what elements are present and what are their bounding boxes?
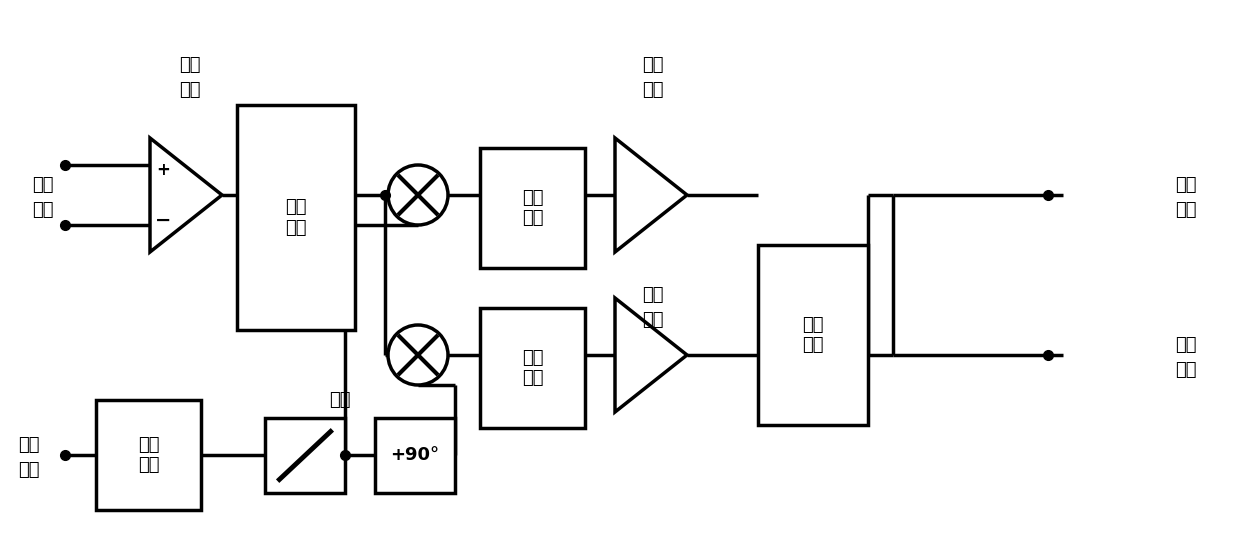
Text: 参考: 参考 [19, 436, 40, 454]
Text: 低通
滤波: 低通 滤波 [522, 348, 543, 388]
Text: 低通
滤波: 低通 滤波 [522, 189, 543, 227]
Text: 信号: 信号 [32, 176, 53, 194]
Polygon shape [615, 138, 686, 252]
Text: 相移: 相移 [330, 391, 351, 409]
Text: +: + [156, 161, 170, 179]
Text: 参考
发生: 参考 发生 [138, 436, 160, 474]
Bar [265, 418, 344, 493]
Bar [479, 148, 585, 268]
Bar [237, 105, 356, 330]
Text: +90°: +90° [390, 446, 440, 464]
Text: 输入: 输入 [32, 201, 53, 219]
Text: 输入: 输入 [19, 461, 40, 479]
Text: 输出: 输出 [642, 286, 664, 304]
Text: 相位: 相位 [1175, 336, 1197, 354]
Text: 运算
电路: 运算 电路 [802, 316, 824, 354]
Bar [479, 308, 585, 428]
Text: 幅值: 幅值 [1175, 176, 1197, 194]
Text: 输出: 输出 [1175, 361, 1197, 379]
Text: 放大: 放大 [642, 81, 664, 99]
Text: 放大: 放大 [180, 81, 201, 99]
Text: 输出: 输出 [642, 56, 664, 74]
Polygon shape [615, 298, 686, 412]
Text: 滤波
器组: 滤波 器组 [285, 198, 307, 237]
Circle shape [388, 325, 449, 385]
Bar [758, 245, 869, 425]
Bar [95, 400, 201, 510]
Text: −: − [155, 211, 171, 230]
Text: 输入: 输入 [180, 56, 201, 74]
Text: 放大: 放大 [642, 311, 664, 329]
Polygon shape [150, 138, 222, 252]
Bar [375, 418, 455, 493]
Circle shape [388, 165, 449, 225]
Text: 输出: 输出 [1175, 201, 1197, 219]
